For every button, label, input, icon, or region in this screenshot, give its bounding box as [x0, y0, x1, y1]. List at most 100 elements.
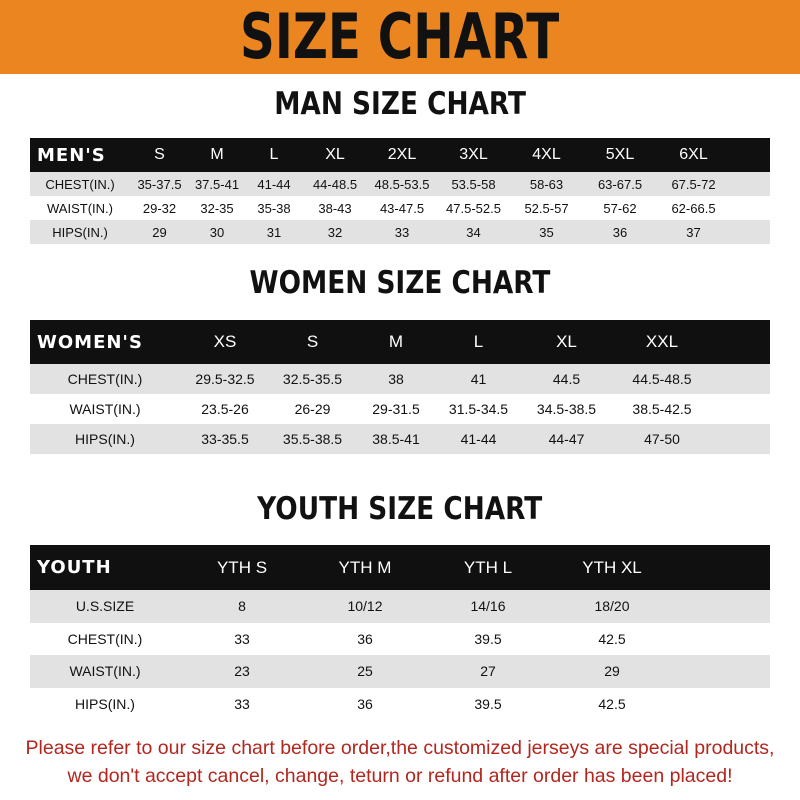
- value-cell: 37: [686, 224, 701, 240]
- value-cell: 29-32: [142, 200, 177, 216]
- men-size-table: MEN'S S M L XL 2XL 3XL 4XL 5XL 6XL CHEST(IN.) 35-37…: [30, 138, 770, 244]
- table-title-cell: MEN'S: [37, 144, 106, 166]
- youth-size-table: YOUTH YTH S YTH M YTH L YTH XL U.S.SIZE 8 10/12…: [30, 545, 770, 720]
- disclaimer-line-1: Please refer to our size chart before or…: [25, 737, 775, 759]
- table-title-cell: WOMEN'S: [37, 331, 143, 353]
- table-row: WAIST(IN.) 23.5-26 26-29 29-31.5 31.5-34.5 34…: [30, 394, 770, 424]
- row-label-cell: CHEST(IN.): [67, 371, 143, 387]
- row-label-cell: WAIST(IN.): [69, 663, 141, 680]
- row-label-cell: HIPS(IN.): [52, 224, 108, 240]
- youth-section-title: YOUTH SIZE CHART: [0, 491, 800, 527]
- row-label-cell: WAIST(IN.): [69, 401, 141, 417]
- value-cell: 48.5-53.5: [374, 176, 430, 192]
- value-cell: 32-35: [200, 200, 234, 216]
- value-cell: 33: [234, 630, 250, 647]
- value-cell: 47.5-52.5: [446, 200, 501, 216]
- banner: SIZE CHART: [0, 0, 800, 74]
- value-cell: 41-44: [257, 176, 291, 192]
- value-cell: 14/16: [470, 598, 506, 615]
- size-header-cell: YTH XL: [582, 557, 642, 577]
- value-cell: 44.5-48.5: [632, 371, 692, 387]
- value-cell: 37.5-41: [194, 176, 240, 192]
- value-cell: 38.5-42.5: [632, 401, 692, 417]
- table-row: CHEST(IN.) 29.5-32.5 32.5-35.5 38 41 44.5 44.5…: [30, 364, 770, 394]
- value-cell: 39.5: [474, 695, 502, 712]
- table-row: U.S.SIZE 8 10/12 14/16 18/20: [30, 590, 770, 623]
- value-cell: 33: [234, 695, 250, 712]
- size-header-cell: 5XL: [605, 146, 635, 163]
- value-cell: 63-67.5: [597, 176, 643, 192]
- value-cell: 23: [234, 663, 250, 680]
- value-cell: 39.5: [474, 630, 502, 647]
- value-cell: 35-38: [257, 200, 291, 216]
- row-label-cell: CHEST(IN.): [45, 176, 115, 192]
- size-header-cell: M: [210, 146, 224, 163]
- table-title-cell: YOUTH: [37, 557, 112, 578]
- table-row: CHEST(IN.) 33 36 39.5 42.5: [30, 622, 770, 655]
- value-cell: 43-47.5: [379, 200, 425, 216]
- disclaimer-note: Please refer to our size chart before or…: [0, 734, 800, 790]
- size-header-cell: YTH L: [463, 557, 513, 577]
- value-cell: 41-44: [460, 431, 497, 447]
- women-title-text: WOMEN SIZE CHART: [249, 265, 551, 301]
- value-cell: 35.5-38.5: [282, 431, 343, 447]
- row-label-cell: CHEST(IN.): [67, 630, 143, 647]
- value-cell: 35-37.5: [137, 176, 182, 192]
- size-header-cell: XL: [556, 332, 577, 351]
- size-header-cell: 2XL: [387, 146, 417, 163]
- value-cell: 42.5: [598, 695, 626, 712]
- value-cell: 35: [539, 224, 554, 240]
- value-cell: 38-43: [318, 200, 352, 216]
- men-section-title: MAN SIZE CHART: [0, 86, 800, 122]
- value-cell: 36: [357, 695, 373, 712]
- value-cell: 23.5-26: [201, 401, 249, 417]
- value-cell: 67.5-72: [671, 176, 716, 192]
- value-cell: 38: [388, 371, 404, 387]
- value-cell: 10/12: [347, 598, 383, 615]
- size-header-cell: M: [388, 332, 404, 351]
- value-cell: 36: [612, 224, 628, 240]
- size-header-cell: YTH S: [216, 557, 268, 577]
- value-cell: 36: [357, 630, 373, 647]
- value-cell: 8: [238, 598, 246, 615]
- value-cell: 32: [327, 224, 343, 240]
- value-cell: 18/20: [594, 598, 630, 615]
- value-cell: 29-31.5: [372, 401, 420, 417]
- size-header-cell: XL: [325, 146, 345, 163]
- value-cell: 33: [394, 224, 410, 240]
- size-header-cell: XXL: [645, 332, 679, 351]
- size-header-cell: 3XL: [459, 146, 488, 163]
- table-row: CHEST(IN.) 35-37.5 37.5-41 41-44 44-48.5 48.5…: [30, 172, 770, 196]
- value-cell: 44.5: [552, 371, 581, 387]
- row-label-cell: HIPS(IN.): [75, 695, 135, 712]
- table-row: WAIST(IN.) 29-32 32-35 35-38 38-43 43-47.5 47.…: [30, 196, 770, 220]
- table-row: HIPS(IN.) 33-35.5 35.5-38.5 38.5-41 41-44 44-…: [30, 424, 770, 454]
- value-cell: 27: [480, 663, 496, 680]
- value-cell: 25: [357, 663, 373, 680]
- value-cell: 53.5-58: [451, 176, 496, 192]
- value-cell: 29: [604, 663, 620, 680]
- table-header-row: YOUTH YTH S YTH M YTH L YTH XL: [30, 545, 770, 590]
- value-cell: 34.5-38.5: [536, 401, 597, 417]
- value-cell: 34: [466, 224, 481, 240]
- row-label-cell: U.S.SIZE: [75, 598, 135, 615]
- disclaimer-line-2: we don't accept cancel, change, teturn o…: [67, 765, 733, 787]
- row-label-cell: WAIST(IN.): [47, 200, 113, 216]
- size-header-cell: XS: [213, 332, 237, 351]
- value-cell: 32.5-35.5: [282, 371, 343, 387]
- value-cell: 58-63: [529, 176, 564, 192]
- size-header-cell: YTH M: [338, 557, 392, 577]
- value-cell: 62-66.5: [671, 200, 716, 216]
- value-cell: 52.5-57: [524, 200, 569, 216]
- table-row: HIPS(IN.) 33 36 39.5 42.5: [30, 687, 770, 720]
- value-cell: 33-35.5: [201, 431, 249, 447]
- table-header-row: WOMEN'S XS S M L XL XXL: [30, 320, 770, 364]
- men-title-text: MAN SIZE CHART: [274, 86, 526, 122]
- size-header-cell: L: [473, 332, 484, 351]
- size-header-cell: S: [306, 332, 319, 351]
- size-header-cell: 4XL: [532, 146, 561, 163]
- women-size-table: WOMEN'S XS S M L XL XXL CHEST(IN.) 29.5-32.5 32.5…: [30, 320, 770, 454]
- value-cell: 26-29: [294, 401, 331, 417]
- value-cell: 30: [209, 224, 225, 240]
- row-label-cell: HIPS(IN.): [75, 431, 135, 447]
